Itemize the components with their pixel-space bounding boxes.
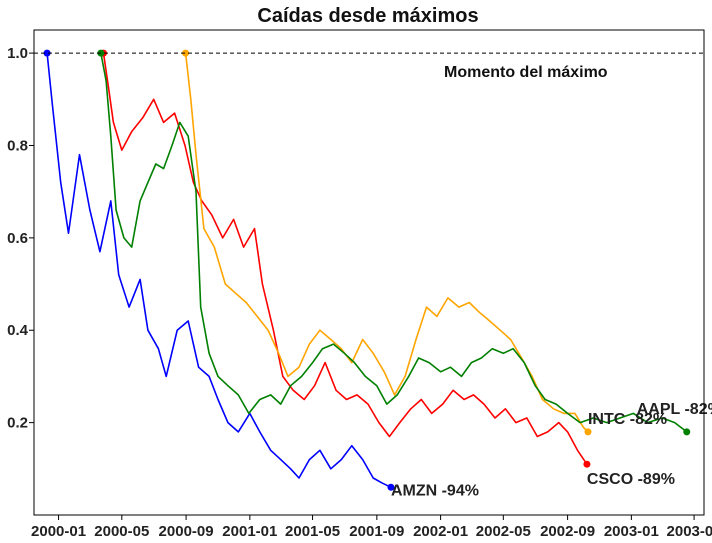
end-label-csco: CSCO -89% <box>587 471 675 488</box>
max-point-amzn <box>43 49 51 57</box>
plot-frame <box>33 29 705 516</box>
series-line-aapl <box>100 52 688 433</box>
x-tick-label: 2000-09 <box>159 523 214 540</box>
x-tick-label: 2000-01 <box>31 523 86 540</box>
chart-title: Caídas desde máximos <box>257 5 478 27</box>
x-tick-label: 2002-05 <box>476 523 531 540</box>
end-label-intc: INTC -82% <box>588 411 667 428</box>
series-line-amzn <box>46 53 392 489</box>
max-annotation: Momento del máximo <box>444 64 608 81</box>
x-tick-label: 2002-09 <box>540 523 595 540</box>
y-tick-label: 1.0 <box>7 45 28 62</box>
end-label-aapl: AAPL -82% <box>637 401 712 418</box>
x-tick-label: 2000-05 <box>94 523 149 540</box>
end-point-intc <box>584 428 592 436</box>
x-tick-label: 2002-01 <box>413 523 468 540</box>
series-line-csco <box>102 52 588 465</box>
end-label-amzn: AMZN -94% <box>391 482 479 499</box>
y-tick-label: 0.2 <box>7 415 28 432</box>
x-tick-label: 2001-01 <box>222 523 277 540</box>
max-point-intc <box>182 49 190 57</box>
x-tick-label: 2001-09 <box>349 523 404 540</box>
y-tick-label: 0.4 <box>7 322 29 339</box>
x-tick-label: 2003-01 <box>604 523 659 540</box>
y-tick-label: 0.6 <box>7 230 28 247</box>
end-labels: AMZN -94% CSCO -89% INTC -82%AAPL -82% <box>391 401 712 499</box>
y-axis: 0.2 0.4 0.6 0.8 1.0 <box>7 45 34 432</box>
end-point-csco <box>583 460 591 468</box>
end-point-aapl <box>683 428 691 436</box>
end-point-amzn <box>387 483 395 491</box>
x-tick-label: 2003-05 <box>667 523 712 540</box>
series-layer <box>43 49 691 491</box>
x-axis: 2000-01 2000-05 2000-09 2001-01 2001-05 2001-… <box>31 515 712 540</box>
y-tick-label: 0.8 <box>7 137 28 154</box>
x-tick-label: 2001-05 <box>285 523 340 540</box>
